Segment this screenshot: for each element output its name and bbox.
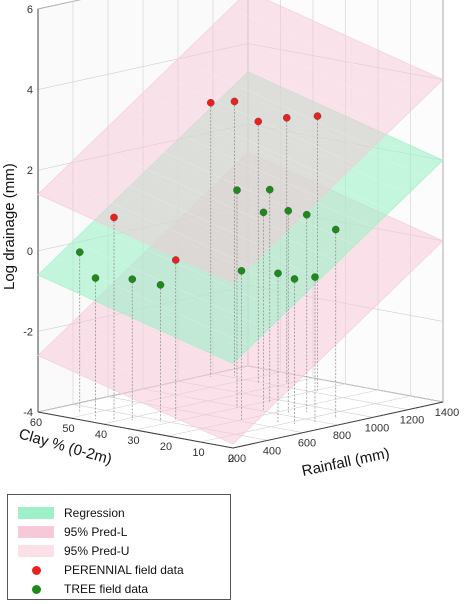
legend-swatch-regression (18, 507, 54, 519)
surface-mesh-line (212, 24, 409, 114)
x-axis-line (232, 401, 444, 449)
y-tick-label: 40 (95, 429, 107, 441)
z-axis-label: Log drainage (mm) (1, 163, 18, 290)
stem-group (79, 101, 337, 425)
z-tick-label: 4 (27, 85, 33, 97)
tree-point (290, 275, 299, 283)
surface-mesh-line (90, 143, 286, 233)
surface-mesh-line (195, 41, 391, 131)
z-tick-label: 0 (27, 246, 33, 258)
x-axis-label: Rainfall (mm) (300, 445, 391, 480)
surface-mesh-line (177, 58, 374, 148)
surface-mesh-line (55, 257, 251, 347)
tree-point (91, 274, 100, 282)
tree-point (265, 185, 274, 194)
surface-mesh-line (55, 177, 251, 267)
surface-mesh-line (72, 160, 269, 250)
surface-group (37, 0, 444, 284)
y-tick-label: 60 (30, 417, 42, 429)
tree-point (233, 186, 241, 194)
perennial-point (110, 213, 118, 222)
tree-point (128, 275, 136, 283)
y-axis-line (37, 411, 234, 449)
x-tick-label: 1200 (400, 415, 424, 427)
z-tick-label: 2 (27, 165, 33, 177)
tree-point (311, 273, 319, 281)
tree-point (237, 267, 246, 275)
legend-label: PERENNIAL field data (64, 563, 184, 577)
legend-item-pred-u: 95% Pred-U (18, 543, 129, 559)
z-tick-label: 6 (27, 4, 33, 16)
legend-swatch-pred-u (18, 545, 54, 557)
tick-labels: -4 -2 0 2 4 6 200 400 600 800 1000 1200 1400 0 10 20 30 4… (23, 4, 459, 465)
legend-marker-perennial (31, 565, 41, 575)
y-tick-label: 20 (160, 441, 172, 453)
legend-label: 95% Pred-U (64, 544, 130, 558)
tree-point (302, 210, 311, 219)
surface-mesh-line (90, 223, 286, 313)
legend-item-tree: TREE field data (18, 581, 148, 597)
x-tick-label: 1000 (365, 422, 389, 434)
perennial-point (313, 112, 322, 120)
surface-mesh-line (72, 240, 269, 330)
legend-item-perennial: PERENNIAL field data (18, 562, 184, 578)
tree-point (156, 281, 165, 289)
perennial-point (282, 114, 291, 122)
surface-pred-u (37, 0, 444, 284)
z-tick-label: -4 (23, 407, 33, 419)
surface-mesh-line (55, 338, 251, 428)
legend-label: Regression (64, 506, 125, 520)
surface-mesh-line (142, 92, 339, 182)
x-tick-label: 800 (333, 430, 351, 442)
chart-3d-plot: -4 -2 0 2 4 6 200 400 600 800 1000 1200 1400 0 10 20 30 4… (1, 0, 459, 480)
tree-point (284, 207, 292, 215)
surface-mesh-line (230, 7, 426, 97)
surface-mesh-line (125, 109, 321, 199)
surface-mesh-line (90, 304, 286, 394)
legend-item-regression: Regression (18, 505, 125, 521)
surface-mesh-line (72, 321, 269, 411)
x-tick-label: 1400 (435, 407, 459, 419)
y-tick-label: 50 (62, 423, 74, 435)
y-tick-label: 30 (127, 435, 139, 447)
perennial-point (206, 98, 215, 107)
x-tick-label: 400 (263, 445, 281, 457)
points-group (76, 97, 340, 289)
perennial-point (171, 256, 180, 264)
tree-point (259, 208, 268, 217)
tree-point (274, 269, 282, 278)
legend-item-pred-l: 95% Pred-L (18, 524, 127, 540)
legend-marker-tree (31, 584, 41, 594)
legend-label: 95% Pred-L (64, 525, 128, 539)
tree-point (331, 225, 340, 234)
y-tick-label: 10 (192, 447, 204, 459)
surface-mesh-line (107, 126, 304, 216)
legend-swatch-pred-l (18, 526, 54, 538)
z-tick-label: -2 (23, 326, 33, 338)
legend: Regression 95% Pred-L 95% Pred-U PERENNI… (7, 494, 231, 600)
perennial-point (230, 97, 239, 106)
perennial-point (254, 117, 262, 126)
tree-point (76, 248, 84, 256)
y-tick-label: 0 (228, 453, 234, 465)
x-tick-label: 600 (298, 438, 316, 450)
x-tick-label: 200 (228, 453, 246, 465)
legend-label: TREE field data (64, 582, 149, 596)
